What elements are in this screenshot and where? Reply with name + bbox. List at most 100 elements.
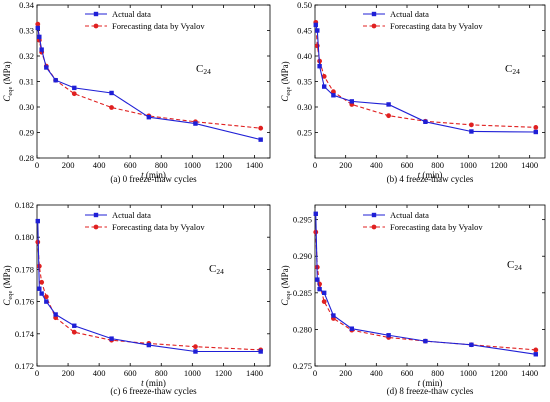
x-axis-label: t (min) [418,170,443,180]
x-tick-label: 800 [431,160,444,170]
data-point [321,299,327,304]
legend-marker [93,11,99,17]
data-point [146,342,152,348]
data-point [317,64,322,69]
data-point [331,89,336,95]
data-point [533,347,539,353]
data-point [146,115,152,120]
x-tick-label: 800 [155,368,168,378]
data-point [313,211,318,216]
data-point [193,349,198,354]
x-tick-label: 1400 [521,368,538,378]
panel-caption: (a) 0 freeze-thaw cycles [110,174,197,184]
y-tick-label: 0.25 [297,128,312,138]
legend-label: Forecasting data by Vyalov [390,21,483,31]
data-point [331,313,336,318]
legend: Actual data Forecasting data by Vyalov [85,9,205,31]
x-tick-label: 0 [313,160,317,170]
legend-marker [93,23,99,29]
x-tick-label: 1200 [491,368,508,378]
legend-label: Forecasting data by Vyalov [112,21,205,31]
legend-label: Actual data [390,9,429,19]
y-tick-label: 0.45 [297,26,312,36]
x-tick-label: 400 [370,160,383,170]
x-tick-label: 600 [401,368,414,378]
x-tick-label: 1400 [521,160,538,170]
data-point [331,93,336,98]
x-axis-label: t (min) [141,170,166,180]
data-point [72,323,77,328]
series-line [37,221,261,353]
plot-frame [36,204,271,367]
x-axis-label: t (min) [418,378,443,388]
chart-panel-4: 0 200 400 600 800 1000 1200 1400 0.275 0.280 0.285… [280,204,546,396]
data-point [386,113,391,119]
panel-caption: (c) 6 freeze-thaw cycles [110,386,197,396]
data-point [315,277,320,282]
data-point [37,286,42,291]
data-point [35,25,40,31]
legend-label: Actual data [112,9,151,19]
legend-marker [371,11,377,17]
data-point [349,99,354,104]
y-axis-label: Ceqe (MPa) [2,265,14,305]
data-point [533,129,538,135]
data-point [469,122,474,128]
plot-frame [314,204,546,367]
data-point [72,85,77,91]
series-line [315,24,536,133]
y-tick-label: 0.182 [15,200,34,210]
y-axis-label: Ceqe (MPa) [280,61,292,101]
y-tick-label: 0.285 [293,288,312,298]
y-tick-label: 0.35 [297,77,312,87]
x-tick-label: 1400 [246,368,263,378]
series-actual [313,211,538,357]
x-tick-label: 1000 [184,160,201,170]
y-tick-label: 0.32 [19,51,34,61]
y-tick-label: 0.30 [297,102,312,112]
c24-annotation: C24 [507,259,522,272]
y-tick-label: 0.33 [19,26,34,36]
x-tick-label: 0 [313,368,317,378]
y-tick-label: 0.275 [293,361,312,371]
series-line [37,241,261,351]
x-tick-label: 600 [124,160,137,170]
y-tick-label: 0.295 [293,215,312,225]
x-tick-label: 200 [339,368,352,378]
c24-annotation: C24 [209,263,224,276]
data-point [314,43,320,49]
y-tick-label: 0.30 [19,102,34,112]
legend-label: Actual data [112,210,151,220]
series-forecast [35,239,264,353]
legend-label: Actual data [390,210,429,220]
data-point [71,329,77,335]
data-point [423,119,428,124]
data-point [322,84,327,89]
chart-panel-1: 0 200 400 600 800 1000 1200 1400 0.28 0.29 0.30 0.3… [2,0,271,184]
series-actual [35,25,263,142]
x-tick-label: 0 [35,368,39,378]
data-point [193,344,198,350]
x-tick-label: 200 [339,160,352,170]
data-point [386,102,391,107]
series-line [315,213,536,355]
legend-label: Forecasting data by Vyalov [112,222,205,232]
c24-annotation: C24 [505,63,520,76]
data-point [44,299,49,304]
data-point [37,34,42,40]
y-tick-label: 0.180 [15,232,34,242]
data-point [533,352,538,357]
y-tick-label: 0.174 [15,329,35,339]
legend-marker [371,212,377,218]
data-point [44,65,49,70]
series-line [37,27,261,141]
data-point [317,286,322,292]
legend-label: Forecasting data by Vyalov [390,222,483,232]
data-point [109,336,114,341]
legend-marker [371,23,377,29]
c24-annotation: C24 [196,63,211,76]
x-tick-label: 1000 [460,160,477,170]
y-tick-label: 0.28 [19,153,34,163]
